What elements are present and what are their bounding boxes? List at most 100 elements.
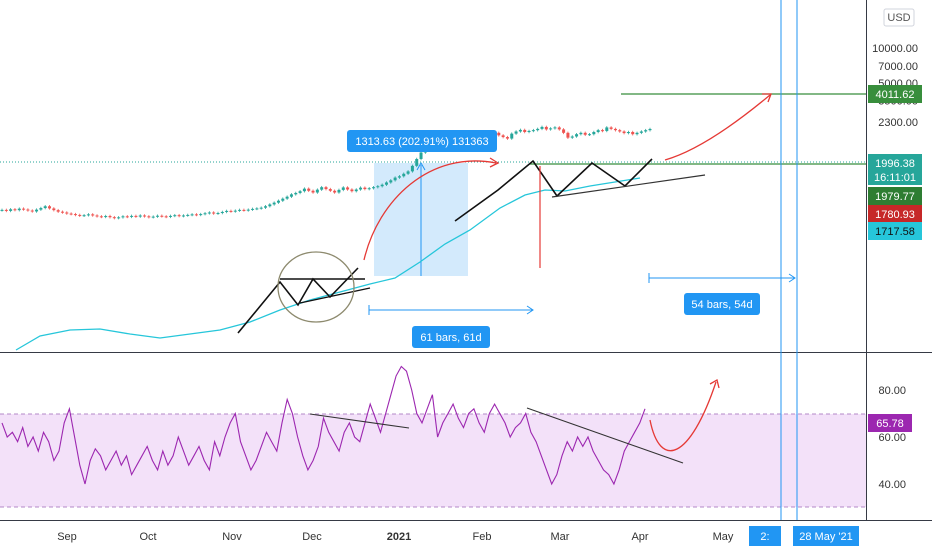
bars-arrow-2-head [788,273,796,283]
price-tick-label: 10000.00 [872,43,918,55]
candle-body [168,215,172,217]
candle-body [138,215,142,217]
candle-body [527,130,531,133]
rsi-line[interactable] [1,365,646,486]
highlight-ellipse[interactable] [277,251,355,323]
candle-body [406,171,410,174]
currency-box[interactable] [883,8,915,27]
candle-body [125,216,129,218]
candle-body [39,208,43,210]
candle-body [415,158,419,166]
candle-body [26,209,30,211]
measure-label-text: 1313.63 (202.91%) 131363 [355,136,488,148]
candle-body [177,215,181,217]
measure-label[interactable]: 1313.63 (202.91%) 131363 [347,130,497,152]
rsi-band [0,414,866,507]
candle-body [225,210,229,212]
candle-body [553,127,557,129]
price-tick-label: 2300.00 [878,117,918,129]
candle-body [220,211,224,214]
candle-body [562,129,566,133]
candle-body [216,213,220,215]
red-arc-arrow-1[interactable] [363,160,497,261]
support-trend-line[interactable] [551,174,706,198]
candle-body [302,188,306,192]
candle-body [635,132,639,135]
candle-body [86,214,90,216]
candle-body [626,132,630,134]
candle-body [372,187,376,189]
candle-body [69,213,73,215]
price-tick-label: 7000.00 [878,61,918,73]
candle-body [281,198,285,201]
last-price-text: 1996.38 [875,158,915,170]
candle-body [514,131,518,134]
red-arrowhead-1 [489,157,500,168]
candle-body [575,134,579,137]
candle-body [380,184,384,187]
candle-body [605,127,609,131]
candle-body [82,215,86,217]
candle-body [376,186,380,188]
candle-body [259,207,263,209]
bars-label-2-text: 54 bars, 54d [691,299,752,311]
candle-body [384,182,388,185]
candle-body [337,189,341,193]
time-tick-label: Sep [57,531,77,543]
red-arrowhead-2 [762,93,772,103]
candle-body [328,189,332,191]
rsi-value-text: 65.78 [876,418,904,430]
candle-body [397,176,401,178]
pattern-zigzag-1[interactable] [237,267,359,334]
candle-body [346,187,350,190]
candle-body [268,204,272,207]
candle-body [570,136,574,138]
candle-body [389,180,393,183]
red-arc-arrow-2[interactable] [664,94,771,161]
candle-body [52,208,56,211]
rsi-axis[interactable]: 80.00 60.00 40.00 [878,385,906,491]
rsi-red-arrowhead [709,379,720,389]
candle-body [298,191,302,193]
candle-body [354,189,358,192]
candle-body [151,216,155,218]
low-price-badge: 1780.93 [868,205,922,223]
time-tick-label: Feb [473,531,492,543]
pattern-bottom-line-1[interactable] [299,287,371,304]
candle-body [78,214,82,216]
crosshair-date-label-clipped: 2: [749,526,781,546]
target-price-badge: 4011.62 [868,85,922,103]
candle-body [173,215,177,217]
rsi-tick-label: 60.00 [878,432,906,444]
candle-body [194,214,198,216]
candle-body [419,152,423,159]
time-tick-label: May [713,531,734,543]
bars-label-2[interactable]: 54 bars, 54d [684,293,760,315]
candle-body [264,206,268,208]
rsi-tick-label: 40.00 [878,479,906,491]
time-tick-label: Mar [551,531,570,543]
candle-body [9,209,13,211]
last-price-badge: 1996.38 16:11:01 [868,154,922,185]
candle-body [402,173,406,177]
candle-body [583,132,587,135]
candle-body [117,217,121,219]
countdown-text: 16:11:01 [874,172,916,184]
candle-body [294,192,298,195]
candle-body [229,210,233,212]
candle-body [600,130,604,132]
time-axis[interactable]: Sep Oct Nov Dec 2021 Feb Mar Apr May [57,531,734,543]
rsi-trend-line-1[interactable] [309,413,410,429]
candle-body [618,130,622,132]
crosshair-date-label: 28 May '21 [793,526,859,546]
rsi-red-arrow[interactable] [649,381,717,452]
candle-body [579,132,583,135]
candle-body [108,216,112,218]
candle-body [233,210,237,212]
candle-body [523,129,527,133]
rsi-trend-line-2[interactable] [526,407,684,464]
candle-body [588,134,592,136]
bars-label-1[interactable]: 61 bars, 61d [412,326,490,348]
